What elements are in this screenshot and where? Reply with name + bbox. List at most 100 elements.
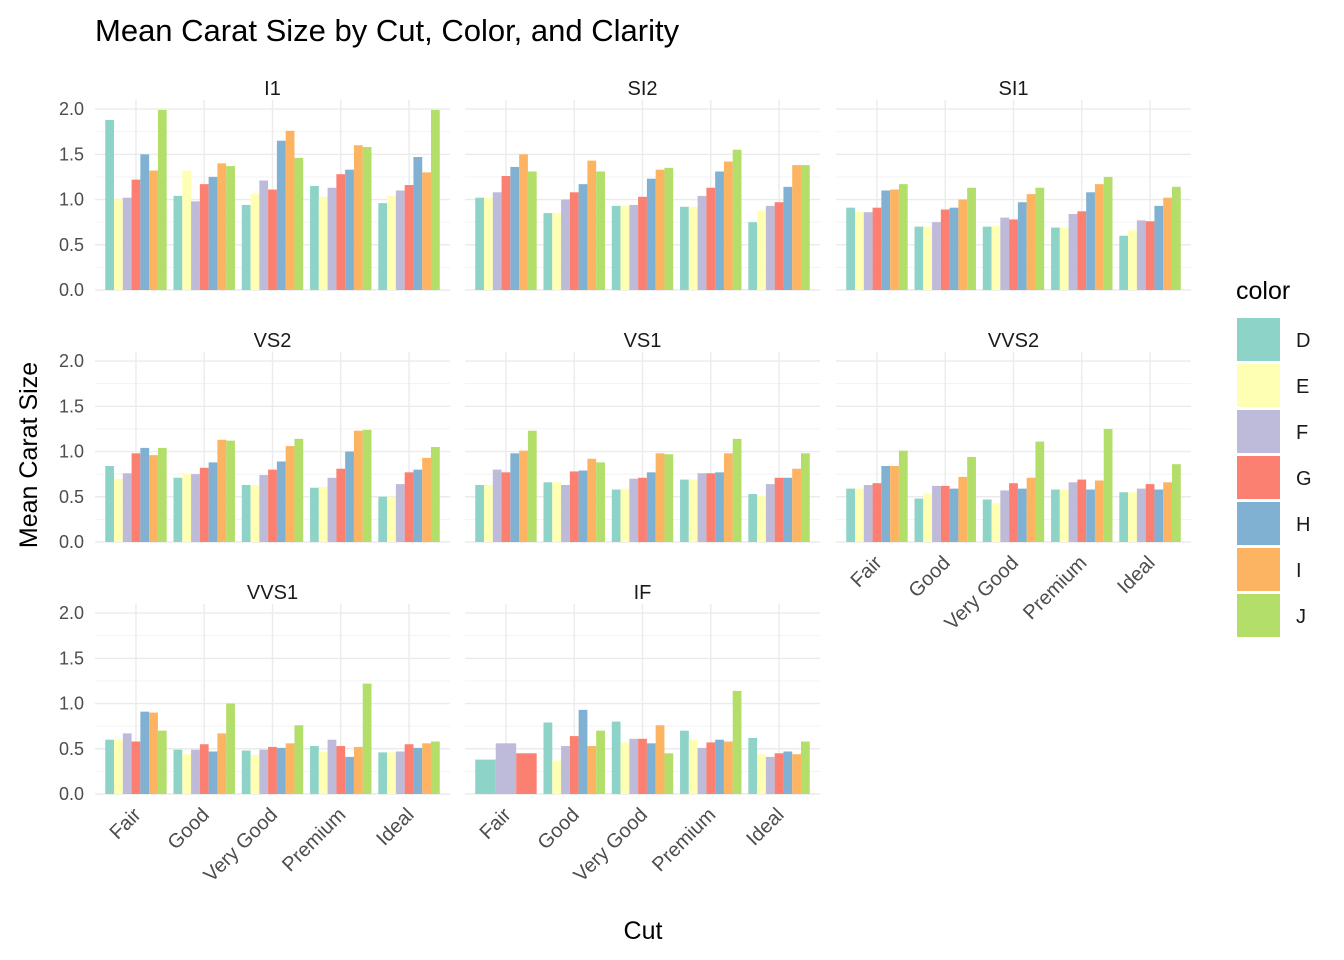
bar-VVS1-Very-Good-I (285, 743, 295, 794)
bar-VVS1-Fair-E (114, 739, 123, 794)
bar-VVS2-Premium-I (1094, 480, 1104, 542)
bar-VS1-Fair-F (492, 469, 502, 542)
facet-panel-SI1: SI1 (836, 78, 1191, 291)
bar-VVS2-Ideal-F (1136, 488, 1146, 542)
legend-label-H: H (1296, 514, 1310, 536)
bar-VS1-Good-F (561, 485, 570, 542)
facet-strip-label: I1 (264, 78, 281, 100)
bar-SI1-Very-Good-G (1009, 219, 1018, 290)
bar-VVS2-Very-Good-H (1017, 488, 1027, 542)
facet-panel-VS1: VS1 (465, 330, 820, 543)
bar-VS1-Fair-E (484, 485, 493, 542)
bar-VVS1-Ideal-D (378, 752, 388, 794)
bar-SI2-Fair-D (475, 197, 485, 290)
bar-VVS2-Premium-F (1068, 482, 1078, 542)
bar-VVS1-Good-I (217, 733, 227, 794)
bar-VVS1-Fair-H (140, 711, 150, 794)
bar-I1-Ideal-J (430, 109, 440, 290)
legend-key-D (1237, 318, 1280, 361)
bar-SI2-Premium-E (688, 206, 698, 290)
bar-VS2-Fair-I (149, 455, 158, 542)
bar-VVS2-Good-F (932, 485, 941, 542)
y-tick-label: 1.5 (59, 144, 84, 164)
bar-SI1-Ideal-J (1171, 186, 1181, 290)
bar-SI2-Ideal-G (774, 202, 784, 290)
y-tick-label: 0.5 (59, 739, 84, 759)
bar-VS2-Good-J (226, 440, 235, 542)
bar-SI1-Good-J (967, 187, 976, 290)
y-tick-label: 0.5 (59, 235, 84, 255)
bar-SI2-Fair-J (527, 171, 537, 290)
bar-SI1-Good-I (958, 199, 968, 290)
bar-SI2-Good-J (596, 171, 605, 290)
bar-IF-Premium-E (688, 739, 698, 794)
bar-IF-Premium-F (697, 747, 707, 794)
bar-SI1-Very-Good-I (1026, 194, 1036, 290)
bar-SI2-Fair-G (501, 176, 511, 290)
legend-key-G (1237, 456, 1280, 499)
y-tick-label: 1.5 (59, 396, 84, 416)
bar-VS2-Very-Good-E (250, 485, 260, 542)
bar-SI2-Good-E (552, 213, 562, 290)
bar-VS1-Very-Good-H (646, 472, 656, 542)
bar-SI2-Very-Good-E (620, 205, 630, 290)
bar-VVS2-Good-D (914, 498, 924, 542)
bar-I1-Fair-G (131, 179, 141, 290)
bar-VS2-Very-Good-G (268, 469, 277, 542)
bar-SI1-Good-E (923, 226, 933, 290)
x-tick-label: Very Good (200, 804, 282, 886)
bar-IF-Good-E (552, 760, 562, 794)
legend-label-F: F (1296, 422, 1308, 444)
bar-VS2-Good-I (217, 439, 227, 542)
bar-IF-Ideal-J (800, 741, 810, 794)
bar-SI1-Ideal-G (1145, 221, 1155, 290)
bar-SI1-Fair-J (898, 184, 908, 290)
facet-strip-label: IF (634, 582, 652, 604)
bar-SI2-Fair-F (492, 192, 502, 290)
bar-SI2-Good-I (587, 160, 597, 290)
bar-SI1-Premium-J (1103, 176, 1113, 290)
bar-SI2-Good-G (569, 192, 579, 290)
bar-VVS1-Premium-E (318, 751, 328, 794)
bar-I1-Fair-J (157, 109, 167, 290)
legend-key-F (1237, 410, 1280, 453)
bar-IF-Very-Good-F (629, 738, 639, 794)
bar-SI2-Premium-G (706, 187, 716, 290)
bar-VVS1-Very-Good-D (241, 750, 251, 794)
bar-VVS2-Very-Good-F (1000, 490, 1010, 542)
legend-key-E (1237, 364, 1280, 407)
bar-IF-Very-Good-I (655, 725, 665, 794)
bar-VS1-Ideal-D (748, 494, 758, 542)
bar-VVS1-Ideal-H (413, 747, 423, 794)
bar-SI1-Ideal-I (1163, 197, 1172, 290)
facet-strip-label: VVS2 (988, 330, 1039, 352)
bar-IF-Ideal-D (748, 737, 758, 794)
facet-panel-SI2: SI2 (465, 78, 820, 291)
x-tick-label: Good (534, 804, 584, 854)
bar-SI1-Ideal-H (1154, 205, 1164, 290)
bar-IF-Ideal-E (757, 754, 766, 794)
bar-I1-Ideal-G (404, 185, 414, 290)
y-tick-label: 0.0 (59, 280, 84, 300)
bar-SI2-Premium-D (680, 206, 689, 290)
y-tick-label: 0.5 (59, 487, 84, 507)
bar-VVS1-Fair-J (157, 730, 167, 794)
bar-VS1-Premium-H (715, 472, 724, 542)
bar-VVS2-Ideal-D (1119, 492, 1129, 542)
bar-VVS1-Ideal-E (387, 752, 396, 794)
bar-I1-Good-J (226, 166, 235, 290)
bar-VS1-Good-J (596, 462, 605, 542)
bar-SI1-Good-F (932, 222, 941, 290)
bar-VVS1-Very-Good-J (294, 725, 304, 794)
bar-VVS2-Ideal-G (1145, 484, 1155, 542)
bar-VVS2-Fair-G (872, 483, 882, 542)
y-tick-label: 0.0 (59, 784, 84, 804)
bar-SI2-Premium-H (715, 171, 724, 290)
bar-SI1-Ideal-E (1128, 230, 1137, 290)
bar-VS2-Premium-I (353, 430, 363, 542)
bar-VS2-Ideal-F (395, 484, 405, 542)
bar-VS1-Ideal-G (774, 477, 784, 542)
y-tick-label: 2.0 (59, 99, 84, 119)
bar-VVS1-Good-E (182, 754, 192, 794)
bar-VS1-Good-D (543, 482, 553, 542)
